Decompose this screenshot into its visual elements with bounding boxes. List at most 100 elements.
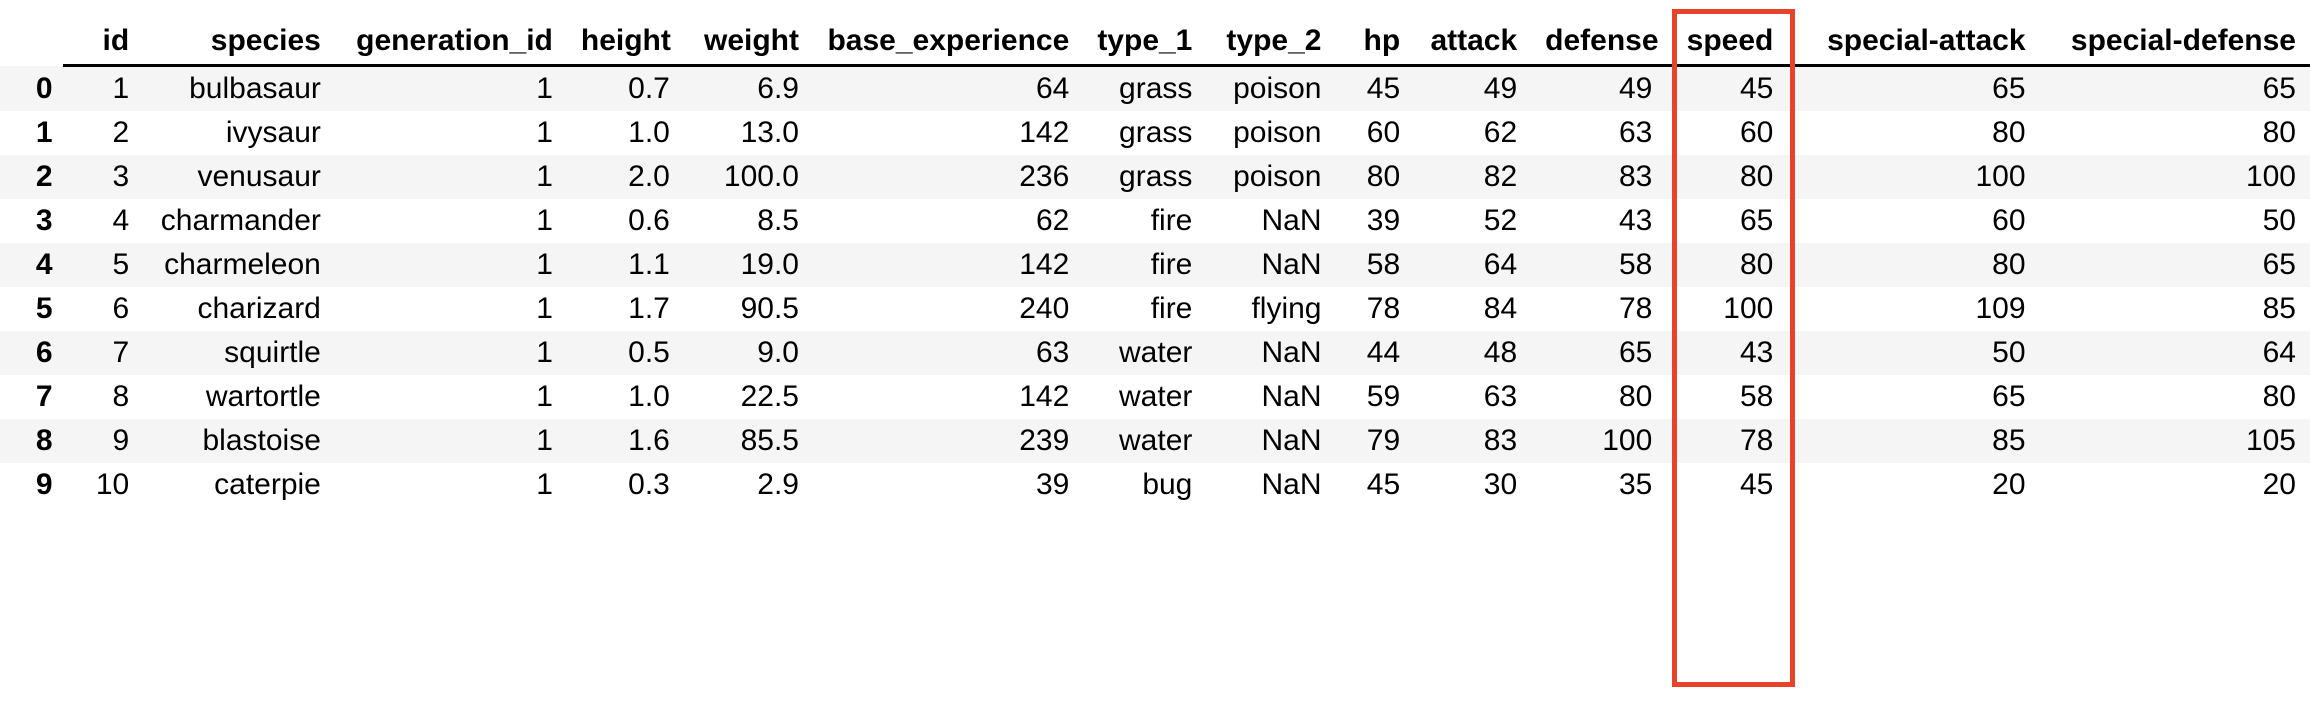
cell-hp: 80 <box>1335 155 1415 199</box>
cell-type_2: poison <box>1206 111 1336 155</box>
table-row[interactable]: 1 2 ivysaur 1 1.0 13.0 142 grass poison … <box>0 111 2310 155</box>
cell-type_2: NaN <box>1206 463 1336 507</box>
cell-special-defense: 65 <box>2039 243 2310 287</box>
cell-weight: 2.9 <box>683 463 813 507</box>
cell-weight: 13.0 <box>683 111 813 155</box>
cell-special-defense: 65 <box>2039 65 2310 111</box>
row-index: 9 <box>0 463 63 507</box>
cell-hp: 45 <box>1335 65 1415 111</box>
column-header-attack[interactable]: attack <box>1414 0 1532 67</box>
table-row[interactable]: 2 3 venusaur 1 2.0 100.0 236 grass poiso… <box>0 155 2310 199</box>
table-row[interactable]: 0 1 bulbasaur 1 0.7 6.9 64 grass poison … <box>0 65 2310 111</box>
cell-species: ivysaur <box>143 111 335 155</box>
cell-defense: 58 <box>1531 243 1667 287</box>
cell-attack: 52 <box>1414 199 1532 243</box>
cell-type_1: grass <box>1083 111 1207 155</box>
column-header-generation_id[interactable]: generation_id <box>334 0 567 67</box>
column-header-defense[interactable]: defense <box>1531 0 1667 67</box>
cell-special-attack: 80 <box>1787 243 2040 287</box>
cell-height: 1.1 <box>566 243 684 287</box>
cell-speed: 78 <box>1666 419 1788 463</box>
cell-attack: 30 <box>1414 463 1532 507</box>
cell-special-attack: 100 <box>1787 155 2040 199</box>
cell-type_2: poison <box>1206 155 1336 199</box>
cell-type_2: NaN <box>1206 243 1336 287</box>
cell-type_1: fire <box>1083 243 1207 287</box>
column-header-weight[interactable]: weight <box>683 0 813 67</box>
row-index: 3 <box>0 199 63 243</box>
cell-base_experience: 39 <box>812 463 1084 507</box>
cell-speed: 45 <box>1666 463 1788 507</box>
cell-hp: 59 <box>1335 375 1415 419</box>
table-row[interactable]: 3 4 charmander 1 0.6 8.5 62 fire NaN 39 … <box>0 199 2310 243</box>
cell-attack: 64 <box>1414 243 1532 287</box>
cell-attack: 63 <box>1414 375 1532 419</box>
cell-weight: 8.5 <box>683 199 813 243</box>
cell-special-attack: 109 <box>1787 287 2040 331</box>
cell-type_2: NaN <box>1206 419 1336 463</box>
cell-type_2: poison <box>1206 65 1336 111</box>
cell-weight: 100.0 <box>683 155 813 199</box>
cell-type_2: flying <box>1206 287 1336 331</box>
cell-defense: 49 <box>1531 65 1667 111</box>
cell-speed: 45 <box>1666 65 1788 111</box>
cell-species: caterpie <box>143 463 335 507</box>
cell-species: bulbasaur <box>143 65 335 111</box>
cell-generation_id: 1 <box>334 111 567 155</box>
table-row[interactable]: 8 9 blastoise 1 1.6 85.5 239 water NaN 7… <box>0 419 2310 463</box>
cell-special-attack: 65 <box>1787 65 2040 111</box>
column-header-type_2[interactable]: type_2 <box>1206 0 1336 67</box>
table-row[interactable]: 5 6 charizard 1 1.7 90.5 240 fire flying… <box>0 287 2310 331</box>
cell-height: 1.0 <box>566 111 684 155</box>
cell-special-defense: 80 <box>2039 111 2310 155</box>
column-header-id[interactable]: id <box>62 0 144 67</box>
table-row[interactable]: 6 7 squirtle 1 0.5 9.0 63 water NaN 44 4… <box>0 331 2310 375</box>
cell-special-defense: 20 <box>2039 463 2310 507</box>
cell-attack: 83 <box>1414 419 1532 463</box>
row-index: 2 <box>0 155 63 199</box>
cell-id: 5 <box>62 243 144 287</box>
cell-special-defense: 50 <box>2039 199 2310 243</box>
cell-special-defense: 105 <box>2039 419 2310 463</box>
cell-speed: 80 <box>1666 243 1788 287</box>
cell-type_1: water <box>1083 419 1207 463</box>
cell-defense: 35 <box>1531 463 1667 507</box>
cell-id: 2 <box>62 111 144 155</box>
cell-attack: 84 <box>1414 287 1532 331</box>
cell-hp: 39 <box>1335 199 1415 243</box>
column-header-height[interactable]: height <box>566 0 684 67</box>
table-row[interactable]: 7 8 wartortle 1 1.0 22.5 142 water NaN 5… <box>0 375 2310 419</box>
column-header-base_experience[interactable]: base_experience <box>812 0 1084 67</box>
cell-type_1: water <box>1083 375 1207 419</box>
column-header-type_1[interactable]: type_1 <box>1083 0 1207 67</box>
cell-type_1: water <box>1083 331 1207 375</box>
column-header-special-defense[interactable]: special-defense <box>2039 0 2310 67</box>
column-header-speed[interactable]: speed <box>1666 0 1788 67</box>
cell-hp: 78 <box>1335 287 1415 331</box>
cell-species: charmeleon <box>143 243 335 287</box>
cell-defense: 100 <box>1531 419 1667 463</box>
cell-speed: 58 <box>1666 375 1788 419</box>
cell-generation_id: 1 <box>334 65 567 111</box>
cell-type_1: fire <box>1083 199 1207 243</box>
cell-weight: 19.0 <box>683 243 813 287</box>
cell-height: 1.7 <box>566 287 684 331</box>
cell-weight: 22.5 <box>683 375 813 419</box>
table-row[interactable]: 4 5 charmeleon 1 1.1 19.0 142 fire NaN 5… <box>0 243 2310 287</box>
table-row[interactable]: 9 10 caterpie 1 0.3 2.9 39 bug NaN 45 30… <box>0 463 2310 507</box>
cell-defense: 65 <box>1531 331 1667 375</box>
cell-defense: 63 <box>1531 111 1667 155</box>
cell-id: 9 <box>62 419 144 463</box>
cell-special-defense: 100 <box>2039 155 2310 199</box>
column-header-species[interactable]: species <box>143 0 335 67</box>
cell-height: 0.6 <box>566 199 684 243</box>
cell-type_1: fire <box>1083 287 1207 331</box>
column-header-hp[interactable]: hp <box>1335 0 1415 67</box>
pokemon-dataframe-table: id species generation_id height weight b… <box>0 0 2310 507</box>
cell-generation_id: 1 <box>334 419 567 463</box>
column-header-special-attack[interactable]: special-attack <box>1787 0 2040 67</box>
cell-speed: 60 <box>1666 111 1788 155</box>
cell-hp: 60 <box>1335 111 1415 155</box>
cell-height: 0.5 <box>566 331 684 375</box>
cell-id: 1 <box>62 65 144 111</box>
